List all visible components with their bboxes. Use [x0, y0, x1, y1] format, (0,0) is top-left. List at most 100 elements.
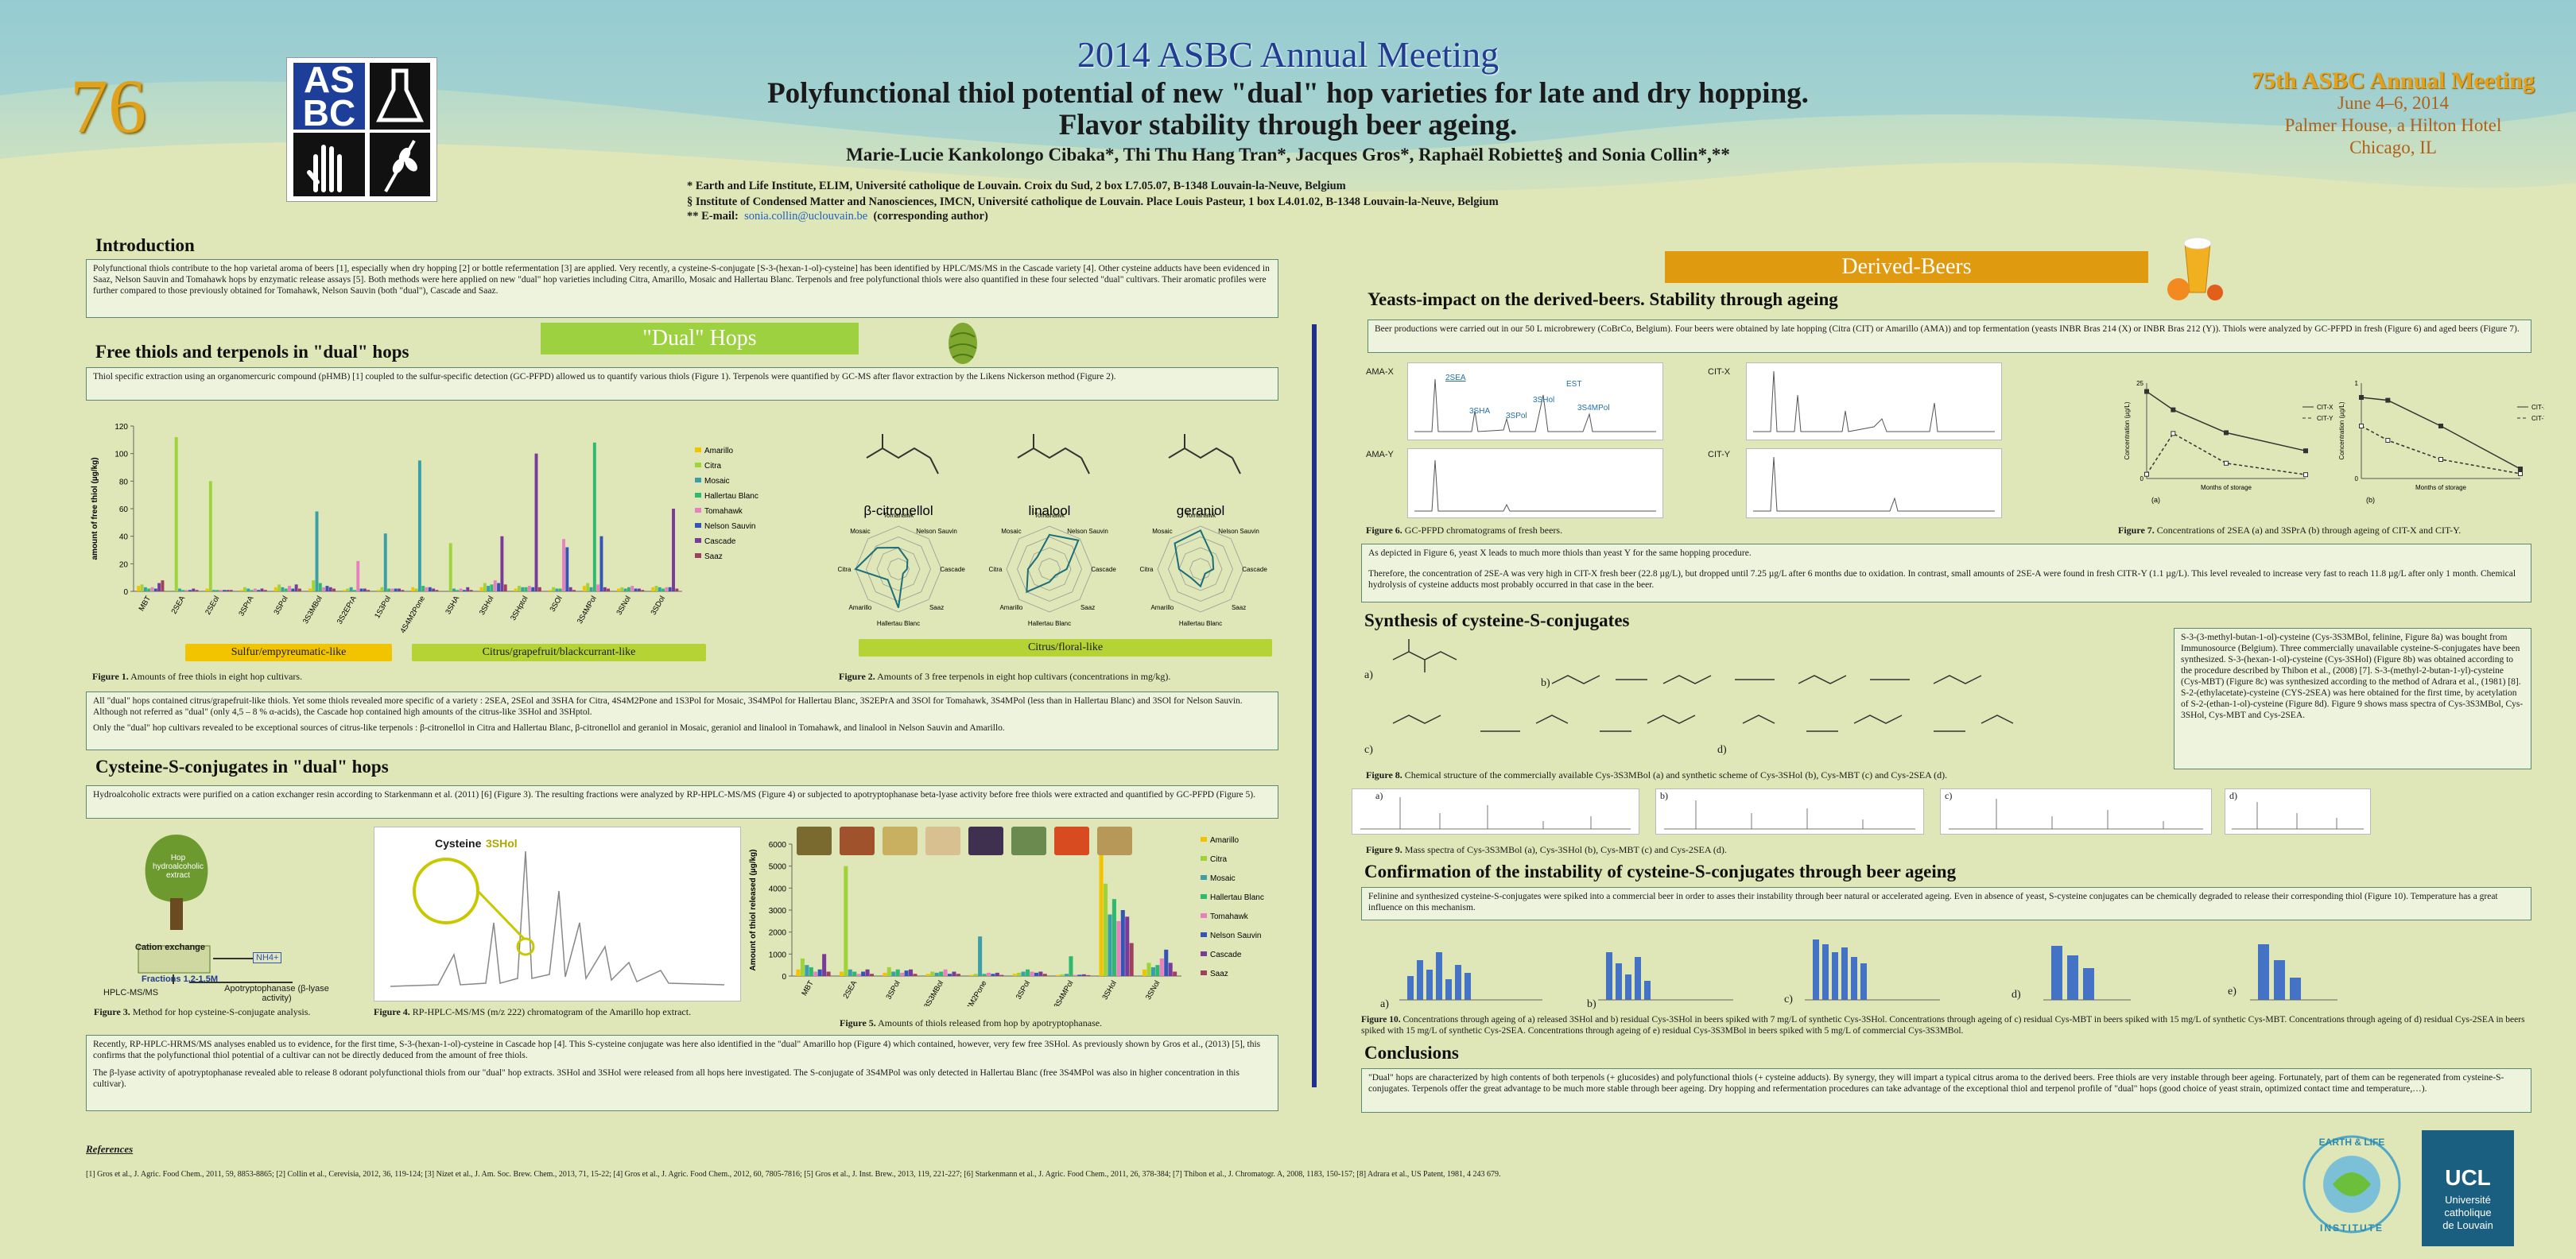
free-thiols-text2: All "dual" hops contained citrus/grapefr…	[93, 696, 1243, 717]
bar	[1173, 971, 1177, 976]
legend-label: Nelson Sauvin	[1210, 932, 1261, 940]
yeasts-text2: As depicted in Figure 6, yeast X leads t…	[1368, 548, 1752, 558]
bar	[325, 586, 329, 591]
bar	[623, 588, 627, 591]
radar-axis-label: Amarillo	[999, 604, 1022, 611]
tag-citrus-fig1: Citrus/grapefruit/blackcurrant-like	[412, 644, 706, 661]
radar-axis-label: Mosaic	[1001, 528, 1021, 535]
figure3-caption-label: Figure 3.	[94, 1006, 130, 1017]
figure5-caption-label: Figure 5.	[840, 1017, 876, 1029]
yeasts-text3: Therefore, the concentration of 2SE-A wa…	[1368, 569, 2516, 590]
bar	[1168, 963, 1173, 976]
bar	[568, 587, 572, 591]
fig3-label-nh4: NH4+	[253, 952, 282, 963]
email-note: (corresponding author)	[873, 210, 988, 223]
bar	[978, 936, 983, 976]
header-wave	[0, 0, 2576, 254]
bar	[243, 587, 246, 591]
spectrum-a	[1352, 788, 1639, 835]
radar-series	[1026, 533, 1080, 594]
bar	[668, 587, 672, 591]
peak-label-est: EST	[1566, 380, 1582, 389]
chromatogram-cit-y	[1746, 448, 2002, 518]
ucl-logo-line3: de Louvain	[2442, 1219, 2493, 1231]
figure3-method: Hop hydroalcoholic extract Cation exchan…	[94, 827, 356, 1003]
x-tick-label: 4S4M2Pone	[960, 979, 989, 1006]
asbc-logo: AS BC	[286, 57, 437, 202]
legend-label: Saaz	[1210, 970, 1228, 978]
bar	[497, 583, 501, 591]
figure8-structures	[1392, 639, 2014, 732]
y-axis-title: Concentration (µg/L)	[2338, 401, 2345, 459]
bar	[865, 969, 870, 976]
bar	[153, 588, 157, 591]
figure6-caption: Figure 6. GC-PFPD chromatograms of fresh…	[1366, 525, 1562, 537]
cys-conj-text3: The β-lyase activity of apotryptophanase…	[93, 1068, 1240, 1089]
bar	[343, 590, 346, 591]
bar	[848, 969, 852, 976]
bar	[562, 539, 565, 591]
bar	[558, 588, 562, 591]
legend-label: Citra	[704, 462, 722, 471]
bar	[215, 590, 219, 591]
bar	[398, 588, 401, 591]
bar	[634, 588, 638, 591]
chromatogram-ama-x	[1407, 362, 1663, 440]
fig9-letter-b: b)	[1660, 790, 1668, 801]
bar	[390, 588, 394, 591]
fig3-label-hplc: HPLC-MS/MS	[103, 988, 159, 998]
bar	[1038, 971, 1043, 976]
radar-axis-label: Nelson Sauvin	[1218, 528, 1259, 535]
figure3-caption-text: Method for hop cysteine-S-conjugate anal…	[130, 1006, 311, 1017]
bar	[925, 974, 930, 976]
series-line	[2361, 397, 2521, 470]
cys-conj-text2: Recently, RP-HPLC-HRMS/MS analyses enabl…	[93, 1040, 1261, 1060]
legend-swatch	[1201, 913, 1207, 918]
bar	[466, 587, 470, 591]
bar	[322, 587, 326, 591]
wheat-icon	[370, 133, 430, 196]
bar	[672, 509, 675, 591]
hop-photo	[925, 827, 960, 855]
bar	[435, 590, 439, 591]
figure4-caption: Figure 4. RP-HPLC-MS/MS (m/z 222) chroma…	[374, 1006, 691, 1018]
references-text: [1] Gros et al., J. Agric. Food Chem., 2…	[86, 1170, 1501, 1179]
chrom-label-cit-y: CIT-Y	[1708, 450, 1731, 459]
meeting-info: 75th ASBC Annual Meeting June 4–6, 2014 …	[2226, 69, 2560, 159]
bar	[161, 580, 165, 591]
y-tick-label: 60	[119, 506, 129, 514]
bar	[363, 588, 367, 591]
bar	[315, 511, 319, 591]
series-line	[2146, 390, 2306, 451]
figure8-caption-text: Chemical structure of the commercially a…	[1402, 769, 1948, 781]
radar-axis-label: Mosaic	[850, 528, 870, 535]
bar	[1042, 974, 1047, 976]
legend-label: Mosaic	[1210, 874, 1236, 883]
bar	[518, 586, 521, 591]
legend-label: CIT-X	[2317, 404, 2334, 411]
bar	[582, 586, 586, 591]
figure4-trace	[390, 850, 725, 987]
email-link[interactable]: sonia.collin@uclouvain.be	[744, 210, 868, 223]
bar	[948, 974, 952, 976]
bar	[195, 590, 199, 591]
fig8-letter-d: d)	[1717, 744, 1727, 756]
figure10-caption-text: Concentrations through ageing of a) rele…	[1361, 1015, 2525, 1036]
bar	[219, 590, 223, 591]
radar-axis-label: Hallertau Blanc	[1028, 620, 1071, 627]
y-tick-label: 0	[2140, 475, 2144, 482]
radar-series	[854, 546, 909, 608]
x-axis-title: Months of storage	[2201, 484, 2252, 491]
paper-title-line2: Flavor stability through beer ageing.	[1058, 109, 1518, 141]
bar	[184, 590, 188, 591]
legend-swatch	[1201, 970, 1207, 975]
bar	[852, 971, 857, 976]
ucl-logo-line1: Université	[2445, 1194, 2491, 1206]
radar-axis-label: Amarillo	[1150, 604, 1174, 611]
figure6-chromatograms: AMA-X CIT-X AMA-Y CIT-Y 2SEA EST 3SHA 3S…	[1366, 359, 2018, 518]
legend-swatch	[695, 447, 701, 452]
chrom-label-ama-y: AMA-Y	[1366, 450, 1394, 459]
radar-grid	[1038, 558, 1061, 580]
fig10-letter-c: c)	[1784, 994, 1793, 1005]
bar	[637, 588, 641, 591]
